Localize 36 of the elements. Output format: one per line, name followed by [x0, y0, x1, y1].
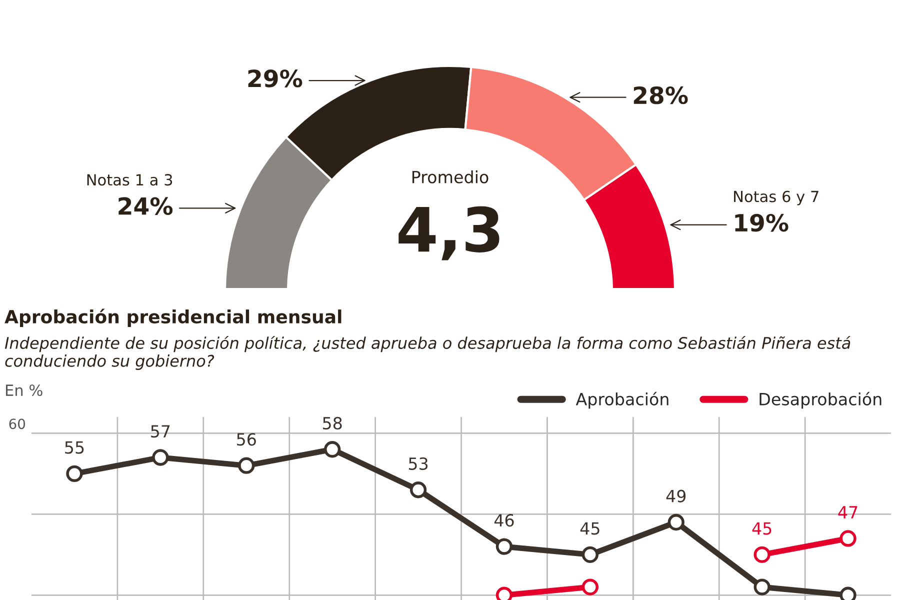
data-label: 49	[666, 490, 686, 502]
chart-title: Aprobación presidencial mensual	[4, 308, 342, 327]
data-label: 28%	[634, 86, 688, 104]
point	[668, 514, 684, 531]
data-label: 46	[494, 514, 514, 527]
y-axis-title: En %	[6, 384, 42, 396]
point	[496, 538, 513, 555]
text: Promedio	[412, 170, 488, 184]
slice-label: Notas 1 a 3	[87, 174, 172, 186]
slice-label: Notas 6 y 7	[734, 190, 818, 206]
data-label: 19%	[735, 214, 788, 232]
data-label: 55	[65, 441, 84, 454]
point	[840, 530, 856, 547]
chart-subtitle: Independiente de su posición política, ¿usted aprueba o desaprueba la forma como Sebastián Piñera está conduciendo su gobierno?	[4, 336, 850, 370]
data-label: 45	[752, 522, 772, 535]
legend-label: Aprobación	[576, 392, 668, 409]
legend-label: Desaprobación	[760, 392, 882, 409]
ref-line-label: 60	[9, 418, 26, 430]
data-label: 47	[838, 506, 858, 518]
data-label: 58	[323, 416, 342, 430]
data-label: 45	[580, 522, 600, 535]
point	[66, 465, 83, 482]
point	[324, 441, 341, 458]
point	[754, 578, 770, 596]
point	[410, 482, 427, 498]
data-label: 24%	[118, 197, 173, 216]
data-label: 57	[151, 425, 170, 438]
data-label: 53	[408, 457, 428, 470]
point	[152, 449, 169, 466]
text: 4,3	[398, 206, 500, 260]
data-label: 56	[237, 433, 256, 446]
data-label: 29%	[248, 70, 302, 88]
point	[582, 578, 599, 596]
point	[238, 457, 255, 474]
point	[582, 546, 599, 563]
point	[754, 546, 770, 563]
